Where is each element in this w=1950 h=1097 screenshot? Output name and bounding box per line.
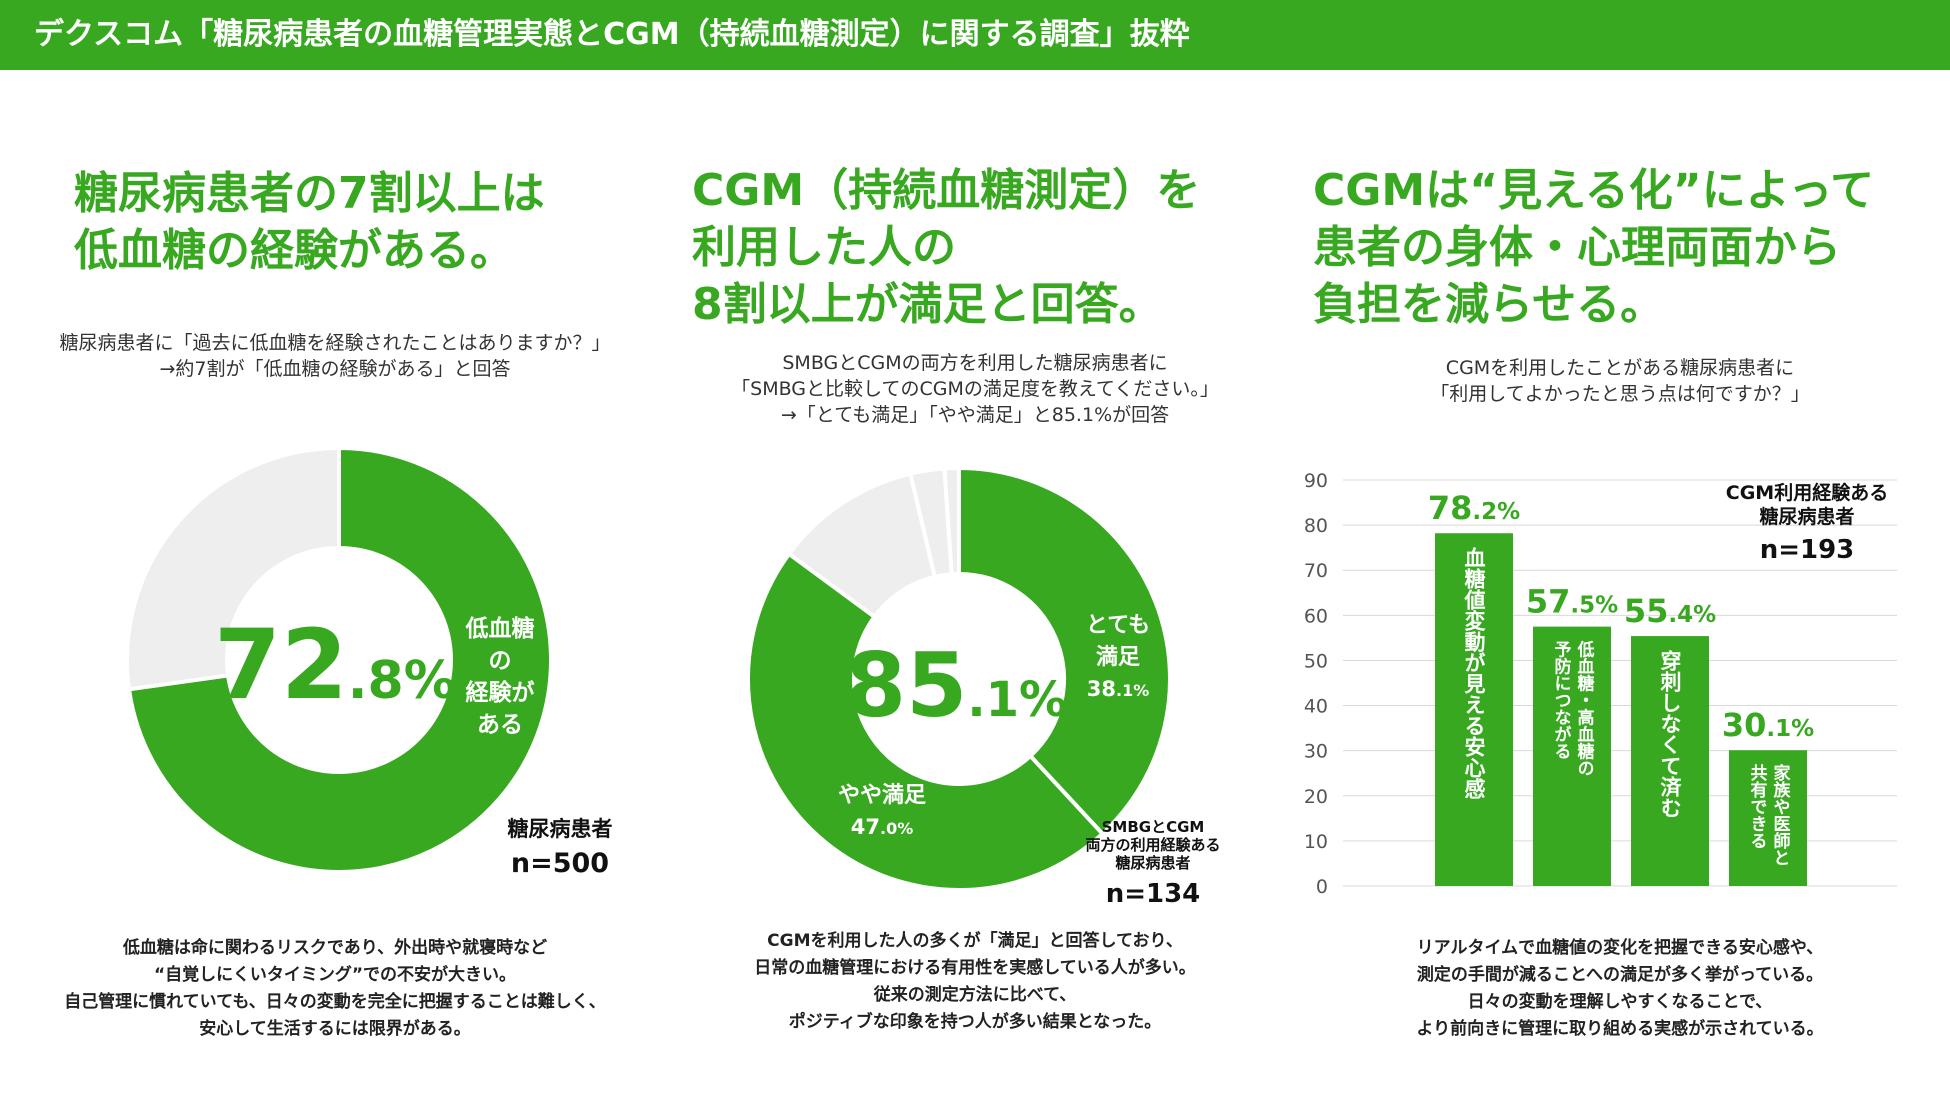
donut-slice <box>957 465 1172 837</box>
bar-chart-benefits: 0 10 20 30 40 50 60 70 80 90 78.2% 血糖値変動が見える安心感 57.5… <box>1304 470 1897 898</box>
donut-slice <box>126 445 553 874</box>
panel3-footer-line: より前向きに管理に取り組める実感が示されている。 <box>1416 1019 1824 1039</box>
bar <box>1729 750 1807 886</box>
sample-label: CGM利用経験ある <box>1726 481 1888 504</box>
donut-chart-satisfaction: 85.1% とても満足 38.1% やや満足 47.0% SMBGとCGM両方の利用経験あ… <box>746 465 1221 909</box>
bar-value-label: 55.4% <box>1624 592 1716 630</box>
panel3-footer: リアルタイムで血糖値の変化を把握できる安心感や、 測定の手間が減ることへの満足が… <box>1290 935 1950 1043</box>
bar-value-label: 57.5% <box>1526 583 1618 621</box>
panel2-footer-line: 日常の血糖管理における有用性を実感している人が多い。 <box>754 958 1196 978</box>
panel1-headline-line: 糖尿病患者の7割以上は <box>74 168 545 219</box>
panel3-question-line: 「利用してよかったと思う点は何ですか？」 <box>1430 383 1810 405</box>
segment-value: 38.1% <box>1087 677 1149 701</box>
y-tick-label: 0 <box>1316 876 1328 898</box>
panel2-footer-line: ポジティブな印象を持つ人が多い結果となった。 <box>788 1012 1162 1032</box>
panel1-footer: 低血糖は命に関わるリスクであり、外出時や就寝時など “自覚しにくいタイミング”で… <box>10 935 660 1043</box>
panel2-question-line: →「とても満足」「やや満足」と85.1%が回答 <box>780 404 1170 426</box>
sample-label: SMBGとCGM <box>1102 818 1205 836</box>
donut-slice <box>942 465 961 577</box>
panel2-footer: CGMを利用した人の多くが「満足」と回答しており、 日常の血糖管理における有用性… <box>660 928 1290 1036</box>
sample-label: 糖尿病患者 <box>1115 854 1190 872</box>
panel3-question: CGMを利用したことがある糖尿病患者に 「利用してよかったと思う点は何ですか？」 <box>1290 355 1950 407</box>
panel3-headline-line: 患者の身体・心理両面から <box>1313 222 1841 273</box>
panel2-headline-line: 利用した人の <box>692 222 956 273</box>
page-title: デクスコム「糖尿病患者の血糖管理実態とCGM（持続血糖測定）に関する調査」抜粋 <box>34 17 1190 52</box>
panel3-headline-line: CGMは“見える化”によって <box>1313 165 1875 216</box>
y-tick-label: 50 <box>1304 650 1328 672</box>
panel3-footer-line: 日々の変動を理解しやすくなることで、 <box>1467 992 1773 1012</box>
sample-label: 糖尿病患者 <box>508 817 613 841</box>
panel3-footer-line: リアルタイムで血糖値の変化を把握できる安心感や、 <box>1416 938 1824 958</box>
bar-category-label: 低血糖・高血糖の <box>1574 640 1596 777</box>
center-percentage: 85.1% <box>845 634 1067 737</box>
panel2-headline: CGM（持続血糖測定）を 利用した人の 8割以上が満足と回答。 <box>692 162 1200 333</box>
segment-value: 47.0% <box>851 815 913 839</box>
segment-label: 満足 <box>1096 644 1140 670</box>
bar <box>1533 626 1611 886</box>
y-tick-label: 90 <box>1304 470 1328 492</box>
donut-slice <box>746 551 1106 892</box>
segment-label: とても <box>1086 613 1150 638</box>
segment-label: やや満足 <box>838 782 926 808</box>
panel3-headline-line: 負担を減らせる。 <box>1313 279 1665 330</box>
panel2-footer-line: 従来の測定方法に比べて、 <box>873 985 1077 1005</box>
bar-value-label: 30.1% <box>1722 706 1814 744</box>
bar-value-label: 78.2% <box>1428 489 1520 527</box>
panel1-footer-line: 安心して生活するには限界がある。 <box>199 1019 471 1039</box>
panel3-footer-line: 測定の手間が減ることへの満足が多く挙がっている。 <box>1416 965 1824 985</box>
panel2-question-line: 「SMBGと比較してのCGMの満足度を教えてください。」 <box>731 378 1219 400</box>
y-tick-label: 70 <box>1304 560 1328 582</box>
sample-size: n=134 <box>1106 879 1201 909</box>
sample-size: n=193 <box>1760 535 1855 565</box>
y-tick-label: 60 <box>1304 605 1328 627</box>
segment-label: 経験が <box>466 679 535 706</box>
panel1-question: 糖尿病患者に「過去に低血糖を経験されたことはありますか？」 →約7割が「低血糖の… <box>10 330 660 382</box>
panel1-footer-line: 低血糖は命に関わるリスクであり、外出時や就寝時など <box>122 938 548 958</box>
panel1-question-line: →約7割が「低血糖の経験がある」と回答 <box>159 358 511 380</box>
bar <box>1435 533 1513 886</box>
header-banner: デクスコム「糖尿病患者の血糖管理実態とCGM（持続血糖測定）に関する調査」抜粋 <box>0 0 1950 70</box>
panel1-footer-line: “自覚しにくいタイミング”での不安が大きい。 <box>153 965 516 985</box>
sample-size: n=500 <box>511 848 609 879</box>
panel1-question-line: 糖尿病患者に「過去に低血糖を経験されたことはありますか？」 <box>59 332 611 354</box>
bar-category-label: 穿刺しなくて済む <box>1658 650 1682 819</box>
donut-slice <box>125 445 341 692</box>
segment-label: の <box>489 648 512 674</box>
sample-label: 両方の利用経験ある <box>1085 836 1220 854</box>
center-percentage: 72.8% <box>214 609 456 721</box>
y-tick-label: 30 <box>1304 741 1328 763</box>
bar-category-label: 共有できる <box>1747 764 1768 849</box>
panel2-question: SMBGとCGMの両方を利用した糖尿病患者に 「SMBGと比較してのCGMの満足… <box>660 350 1290 428</box>
panel2-headline-line: CGM（持続血糖測定）を <box>692 165 1201 216</box>
panel1-headline: 糖尿病患者の7割以上は 低血糖の経験がある。 <box>74 165 545 279</box>
y-tick-label: 80 <box>1304 515 1328 537</box>
segment-label: ある <box>477 712 523 738</box>
bar <box>1631 636 1709 886</box>
panel2-question-line: SMBGとCGMの両方を利用した糖尿病患者に <box>782 352 1168 374</box>
panel3-question-line: CGMを利用したことがある糖尿病患者に <box>1445 357 1795 379</box>
panel2-headline-line: 8割以上が満足と回答。 <box>692 279 1163 330</box>
y-tick-label: 40 <box>1304 696 1328 718</box>
bar-category-label: 家族や医師と <box>1770 763 1791 866</box>
panel2-footer-line: CGMを利用した人の多くが「満足」と回答しており、 <box>767 931 1183 951</box>
y-tick-label: 20 <box>1304 786 1328 808</box>
bar-category-label: 血糖値変動が見える安心感 <box>1462 547 1487 800</box>
sample-label: 糖尿病患者 <box>1759 505 1854 528</box>
panel1-footer-line: 自己管理に慣れていても、日々の変動を完全に把握することは難しく、 <box>64 992 606 1012</box>
bar-category-label: 予防につながる <box>1551 641 1572 760</box>
panel3-headline: CGMは“見える化”によって 患者の身体・心理両面から 負担を減らせる。 <box>1313 162 1874 333</box>
y-tick-label: 10 <box>1304 831 1328 853</box>
segment-label: 低血糖 <box>465 615 535 642</box>
panel1-headline-line: 低血糖の経験がある。 <box>74 225 514 276</box>
